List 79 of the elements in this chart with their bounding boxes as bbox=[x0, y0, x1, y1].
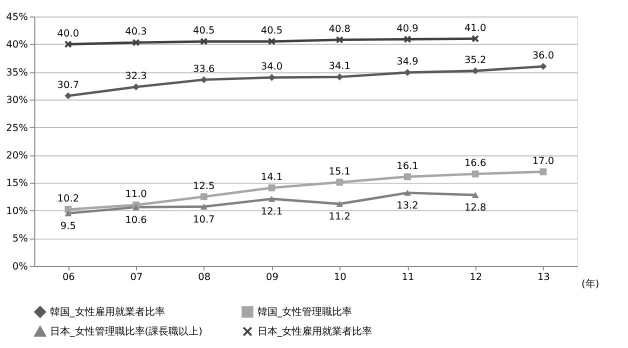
point bbox=[472, 192, 479, 198]
point bbox=[404, 36, 412, 43]
y-tick-label: 15% bbox=[6, 178, 28, 190]
point bbox=[336, 200, 344, 207]
data-label: 16.1 bbox=[396, 160, 418, 172]
y-tick-label: 45% bbox=[6, 12, 28, 23]
data-label: 35.2 bbox=[464, 55, 486, 66]
data-label: 12.5 bbox=[193, 180, 215, 192]
x-axis-title: (年) bbox=[582, 278, 600, 290]
x-tick-label: 12 bbox=[470, 272, 482, 284]
x-tick-label: 06 bbox=[62, 272, 75, 284]
data-label: 10.7 bbox=[193, 214, 215, 226]
data-label: 41.0 bbox=[464, 22, 486, 34]
data-label: 10.2 bbox=[57, 194, 80, 205]
data-label: 16.6 bbox=[464, 158, 486, 170]
data-label: 33.6 bbox=[193, 64, 215, 75]
data-label: 11.0 bbox=[125, 189, 147, 200]
data-label: 12.1 bbox=[260, 206, 283, 218]
data-label: 34.9 bbox=[396, 56, 418, 68]
point bbox=[336, 178, 344, 186]
point bbox=[200, 76, 208, 84]
legend-label: 日本_女性管理職比率(課長職以上) bbox=[50, 325, 202, 338]
y-tick-label: 35% bbox=[6, 67, 28, 78]
data-label: 40.9 bbox=[396, 23, 418, 34]
point bbox=[540, 168, 547, 176]
data-label: 12.8 bbox=[464, 202, 486, 214]
x-tick-label: 13 bbox=[537, 272, 550, 284]
x-tick-label: 10 bbox=[334, 272, 346, 284]
x-tick-label: 07 bbox=[130, 272, 143, 284]
data-label: 40.5 bbox=[260, 26, 283, 37]
point bbox=[540, 62, 547, 70]
data-label: 40.8 bbox=[328, 24, 350, 35]
x-tick-label: 08 bbox=[198, 272, 211, 284]
data-label: 10.6 bbox=[125, 214, 147, 226]
point bbox=[132, 204, 140, 210]
point bbox=[200, 38, 208, 46]
data-label: 34.0 bbox=[260, 62, 283, 73]
data-label: 11.2 bbox=[328, 212, 350, 223]
point bbox=[200, 204, 208, 210]
legend-label: 韓国_女性雇用就業者比率 bbox=[50, 306, 165, 318]
point bbox=[132, 83, 140, 90]
legend-label: 韓国_女性管理職比率 bbox=[257, 306, 352, 318]
data-label: 13.2 bbox=[396, 200, 418, 212]
point bbox=[64, 210, 72, 216]
data-label: 17.0 bbox=[532, 156, 554, 167]
point bbox=[268, 184, 276, 192]
x-tick-label: 09 bbox=[266, 272, 278, 284]
y-tick-label: 10% bbox=[6, 206, 28, 217]
point bbox=[268, 38, 276, 46]
legend-label: 日本_女性雇用就業者比率 bbox=[257, 325, 372, 338]
data-label: 40.3 bbox=[125, 26, 147, 38]
point bbox=[472, 170, 479, 178]
point bbox=[268, 196, 276, 202]
data-label: 36.0 bbox=[532, 50, 554, 62]
x-tick-label: 11 bbox=[402, 272, 414, 284]
point bbox=[336, 36, 344, 44]
data-label: 30.7 bbox=[57, 80, 80, 91]
point bbox=[132, 38, 140, 46]
y-tick-label: 5% bbox=[12, 234, 28, 245]
y-tick-label: 20% bbox=[6, 150, 28, 162]
point bbox=[200, 193, 208, 200]
y-tick-label: 0% bbox=[12, 261, 28, 272]
point bbox=[64, 206, 72, 213]
data-label: 40.0 bbox=[57, 28, 80, 40]
y-tick-label: 30% bbox=[6, 95, 28, 106]
y-tick-label: 25% bbox=[6, 122, 28, 134]
y-tick-label: 40% bbox=[6, 40, 28, 51]
point bbox=[336, 73, 344, 80]
point bbox=[472, 67, 479, 74]
point bbox=[268, 74, 276, 81]
data-label: 14.1 bbox=[260, 172, 283, 183]
data-label: 32.3 bbox=[125, 71, 147, 82]
point bbox=[404, 173, 411, 180]
point bbox=[64, 92, 72, 100]
data-label: 15.1 bbox=[328, 166, 350, 178]
data-label: 34.1 bbox=[328, 61, 350, 72]
data-label: 40.5 bbox=[193, 26, 215, 37]
data-label: 9.5 bbox=[60, 220, 76, 232]
point bbox=[404, 190, 411, 196]
